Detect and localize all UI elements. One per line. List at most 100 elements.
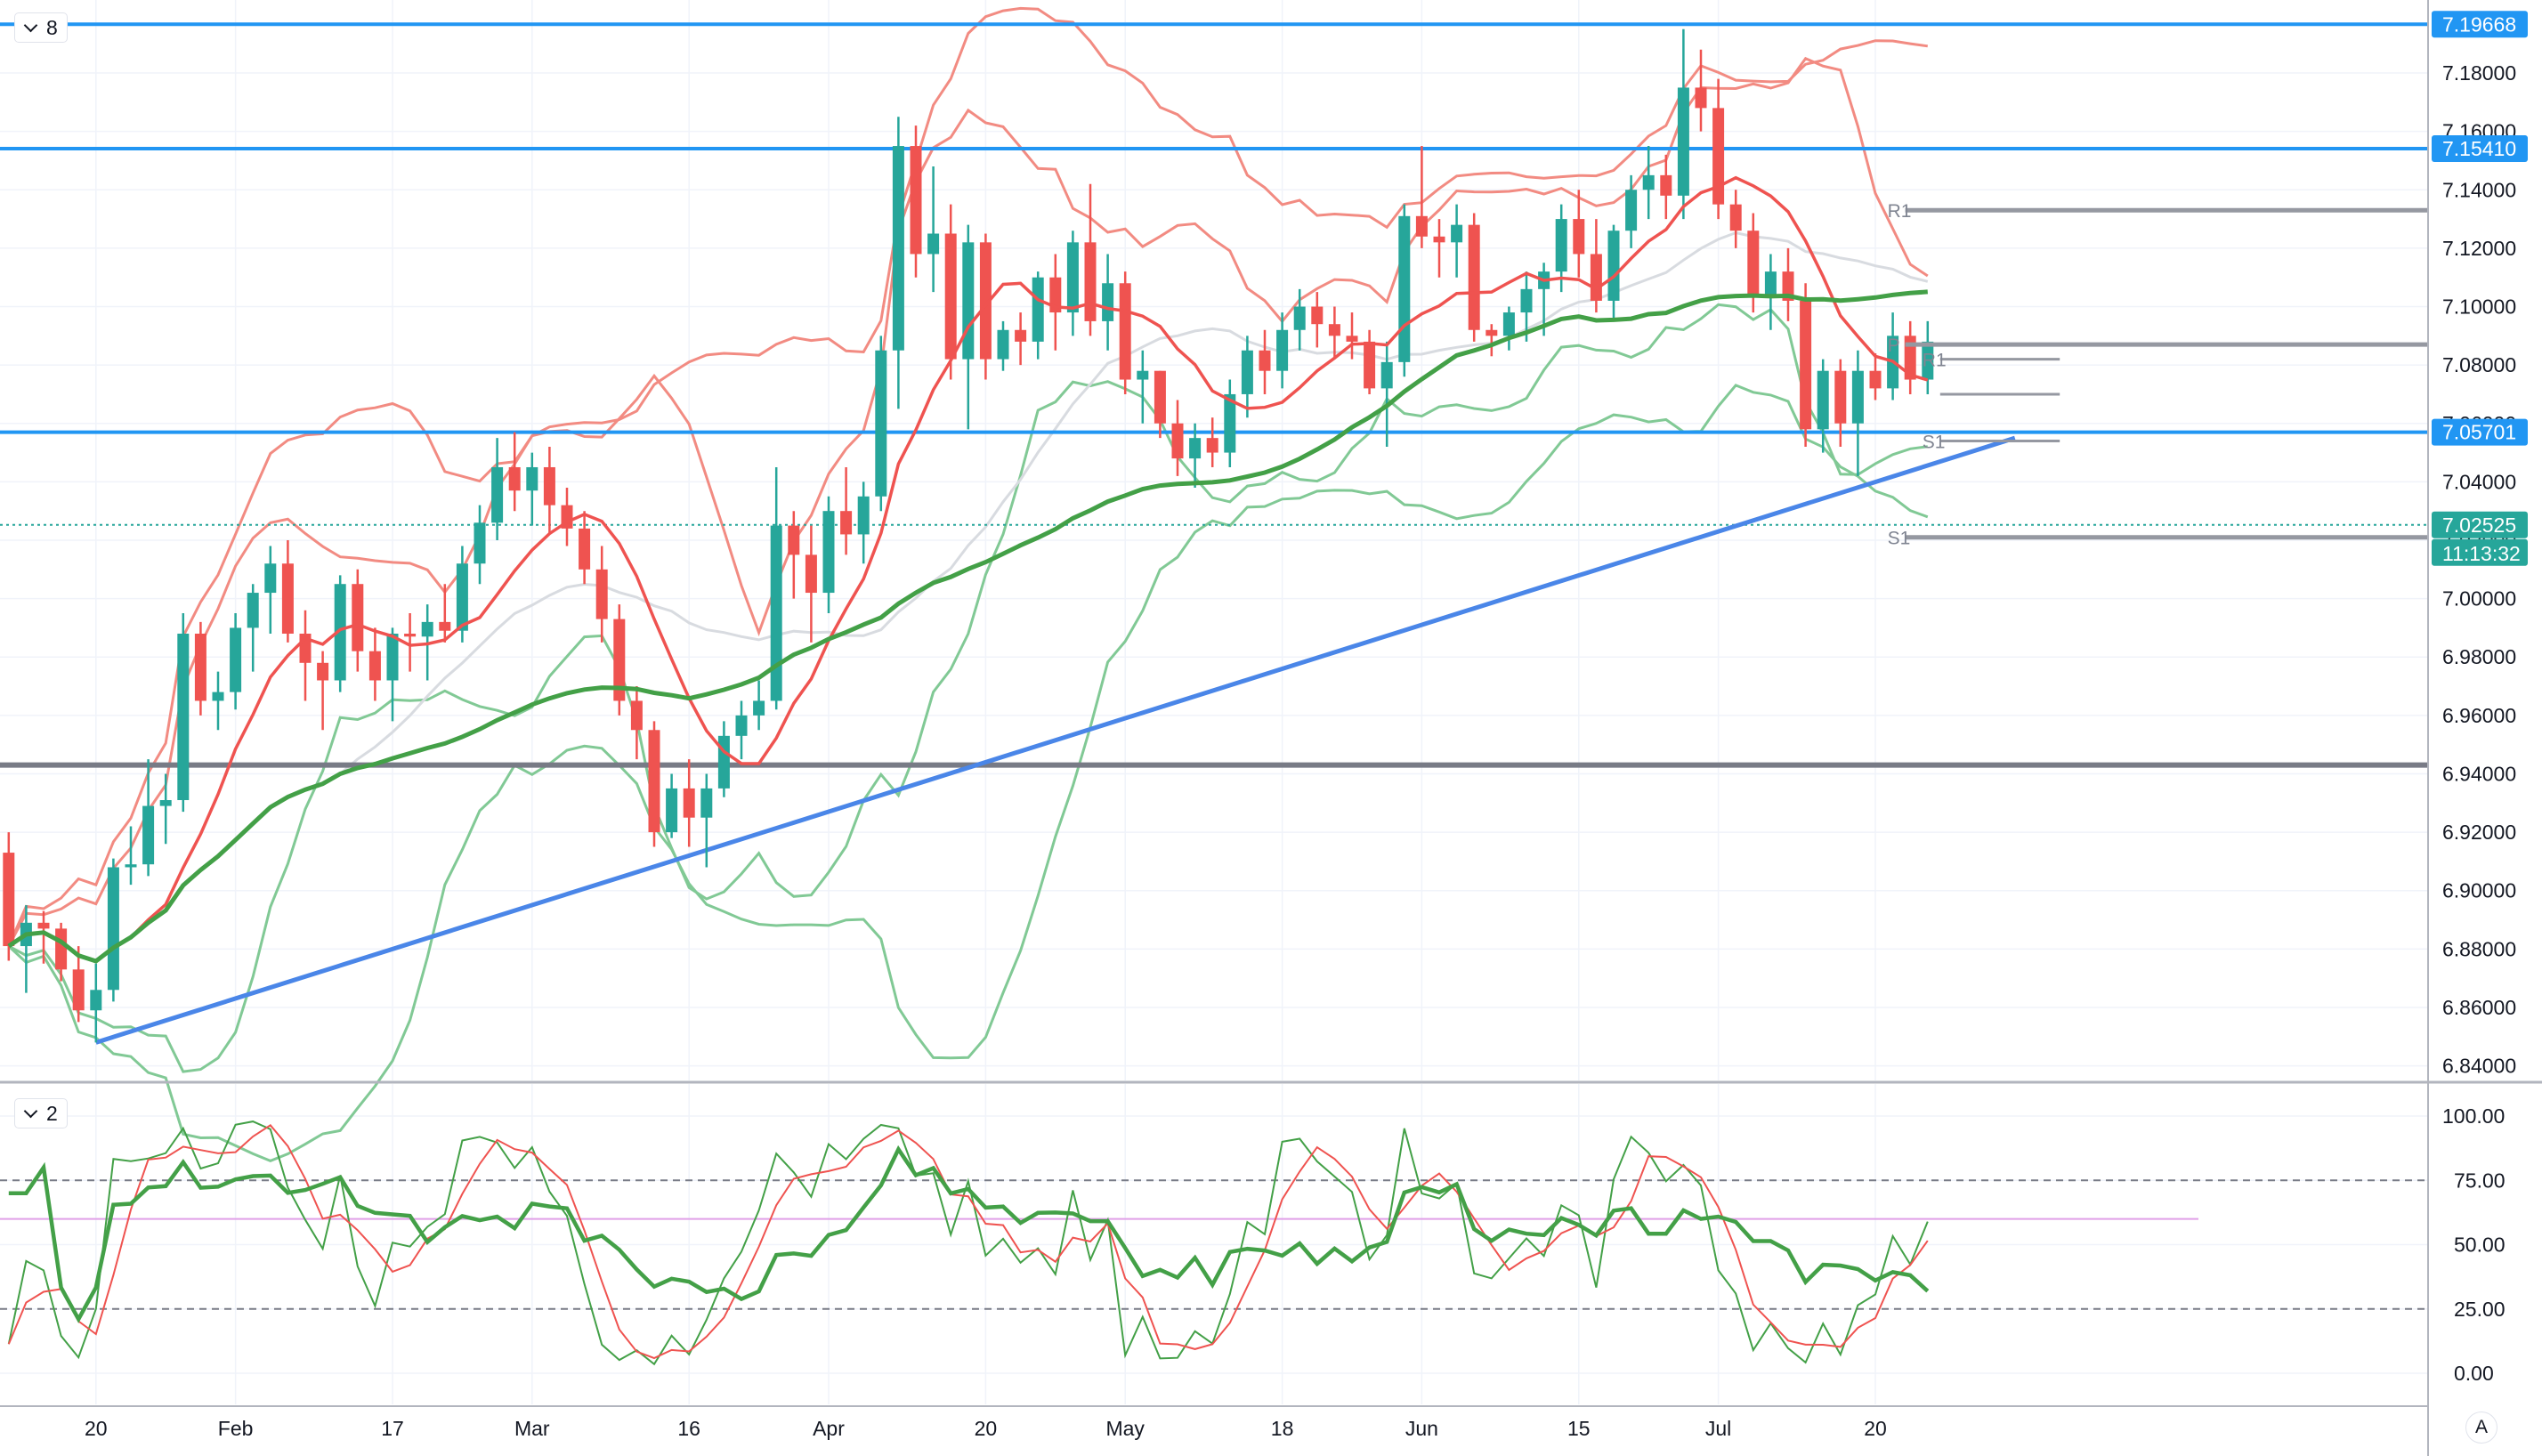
candle (491, 438, 504, 540)
bollinger-lower-outer (7, 384, 1929, 1163)
time-tick-label: 20 (85, 1417, 108, 1440)
candle (857, 481, 870, 564)
candle-body (962, 242, 975, 360)
price-tick-label: 7.18000 (2442, 61, 2516, 85)
oscillator-pane (0, 1120, 2428, 1366)
candle-body (55, 928, 68, 970)
candle-body (892, 146, 904, 351)
candle (1834, 359, 1847, 448)
candle (666, 773, 678, 838)
candle-body (421, 621, 433, 637)
candle (840, 466, 853, 555)
candle (1276, 312, 1289, 389)
candle (526, 452, 538, 526)
candle-body (264, 563, 277, 594)
price-tick-label: 7.14000 (2442, 178, 2516, 201)
candle-body (1782, 271, 1794, 301)
candle (1241, 336, 1253, 418)
candle-body (1137, 370, 1149, 380)
candle (386, 627, 399, 722)
moving-average-slow (7, 289, 1928, 964)
candle (247, 584, 259, 672)
bollinger-bands (7, 6, 1929, 1163)
candle (1817, 359, 1829, 453)
candle (212, 671, 224, 731)
candle (1451, 204, 1463, 278)
candle-body (595, 569, 608, 619)
candle (1102, 254, 1114, 351)
time-tick-label: 18 (1271, 1417, 1294, 1440)
candle (875, 336, 887, 512)
oscillator-tick-label: 50.00 (2454, 1234, 2506, 1257)
pivot-label: S1 (1888, 529, 1911, 549)
pivot-label: R1 (1888, 201, 1912, 222)
candle (264, 546, 277, 634)
main-pane-indicators-toggle[interactable]: 8 (14, 12, 68, 43)
candle (579, 511, 591, 585)
candle-body (1066, 242, 1079, 313)
candle-body (159, 800, 172, 806)
candle (1346, 312, 1358, 360)
candle (1869, 353, 1882, 400)
candle (72, 946, 85, 1023)
candle (1590, 219, 1602, 313)
candle (717, 721, 730, 797)
candle-body (700, 788, 713, 818)
candle-body (1486, 329, 1498, 336)
chart-grid (0, 0, 2428, 1404)
candle (1642, 146, 1655, 220)
candle-body (543, 466, 555, 506)
candle (1800, 283, 1812, 448)
candle-body (1276, 329, 1289, 371)
candle-body (404, 633, 417, 637)
candle (805, 525, 817, 643)
time-tick-label: 16 (677, 1417, 700, 1440)
bollinger-upper-inner (7, 56, 1929, 947)
candle (1415, 146, 1428, 248)
candle-body (1695, 87, 1707, 109)
candle-body (857, 496, 870, 535)
candle-body (439, 621, 451, 631)
candle (281, 540, 294, 643)
candle-body (840, 511, 853, 535)
candle-body (1380, 361, 1393, 389)
auto-scale-button[interactable]: A (2465, 1412, 2497, 1444)
candle-body (1851, 370, 1864, 424)
candle (1259, 329, 1271, 394)
candle-body (1015, 329, 1027, 342)
pivot-label: R1 (1923, 351, 1947, 371)
price-tag-bg (2432, 135, 2528, 163)
candle (1015, 312, 1027, 366)
candle-body (474, 522, 486, 564)
candle-body (1154, 370, 1166, 424)
horizontal-levels[interactable] (0, 22, 2428, 1045)
time-tick-label: Apr (813, 1417, 845, 1440)
candle-body (927, 233, 940, 255)
candle (1660, 154, 1672, 220)
candle-body (1415, 215, 1428, 237)
oscillator-pane-indicators-toggle[interactable]: 2 (14, 1098, 68, 1128)
candle (1904, 320, 1916, 394)
candle (1066, 231, 1079, 336)
price-tick-label: 7.04000 (2442, 470, 2516, 493)
candle-body (1171, 423, 1184, 459)
time-tick-label: Feb (218, 1417, 254, 1440)
candle (543, 447, 555, 535)
candle-body (1451, 224, 1463, 243)
candle-body (368, 651, 381, 681)
price-tags: 7.19668 7.15410 7.05701 7.02525 11:13:32 (2432, 11, 2528, 566)
candle (194, 621, 206, 716)
moving-averages (7, 175, 1929, 964)
candle (1887, 312, 1899, 400)
candle-body (334, 584, 346, 681)
price-tick-label: 6.94000 (2442, 762, 2516, 785)
candle (159, 773, 172, 845)
candle (613, 604, 626, 716)
candle-body (1206, 438, 1218, 453)
time-tick-label: 20 (1864, 1417, 1887, 1440)
chevron-down-icon (23, 18, 38, 32)
oscillator-tick-label: 25.00 (2454, 1298, 2506, 1321)
candle-body (1259, 350, 1271, 371)
